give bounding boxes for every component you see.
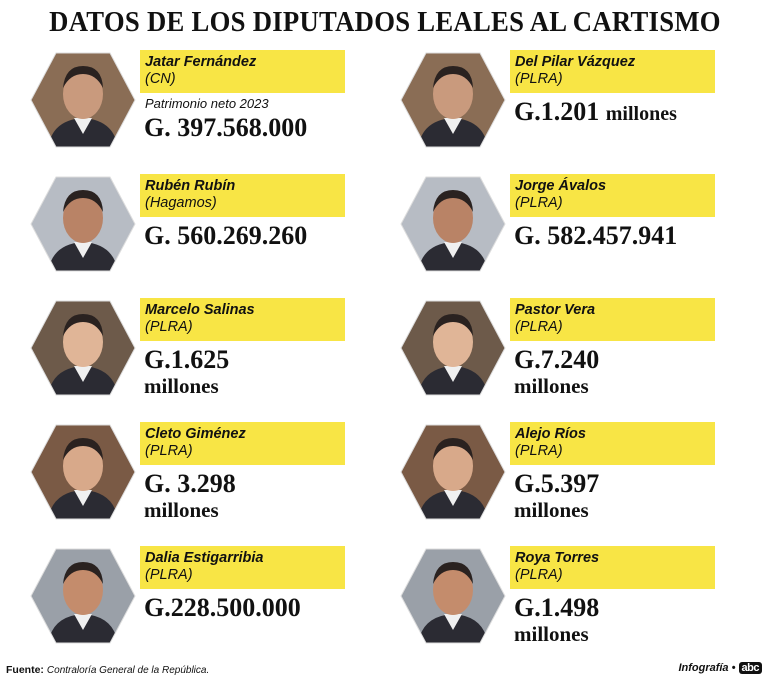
name: Jatar Fernández — [145, 54, 257, 70]
amount: G. 397.568.000 — [144, 114, 307, 141]
photo — [400, 52, 506, 148]
name-tag: Jorge Ávalos (PLRA) — [510, 174, 715, 217]
note: Patrimonio neto 2023 — [145, 96, 269, 111]
credit-text: Infografía • — [678, 662, 736, 674]
party: (PLRA) — [515, 319, 563, 335]
party: (Hagamos) — [145, 195, 217, 211]
photo — [400, 176, 506, 272]
party: (PLRA) — [145, 319, 193, 335]
photo — [400, 424, 506, 520]
amount-unit: millones — [514, 498, 589, 522]
name: Jorge Ávalos — [515, 178, 607, 194]
photo — [30, 424, 136, 520]
amount-value: G.7.240 — [514, 345, 600, 374]
amount: G. 560.269.260 — [144, 222, 307, 249]
deputy: Alejo Ríos (PLRA) G.5.397 millones — [400, 422, 760, 542]
name: Marcelo Salinas — [145, 302, 255, 318]
amount-unit: millones — [605, 103, 677, 125]
source: Fuente: Contraloría General de la Repúbli… — [6, 664, 209, 676]
amount: G. 582.457.941 — [514, 222, 677, 249]
amount-value: G.5.397 — [514, 469, 600, 498]
amount-unit: millones — [514, 374, 589, 398]
name-tag: Pastor Vera (PLRA) — [510, 298, 715, 341]
amount-unit: millones — [514, 622, 589, 646]
deputy: Dalia Estigarribia (PLRA) G.228.500.000 — [30, 546, 390, 666]
name: Del Pilar Vázquez — [515, 54, 636, 70]
name-tag: Jatar Fernández (CN) — [140, 50, 345, 93]
amount-value: G.1.498 — [514, 593, 600, 622]
photo — [400, 300, 506, 396]
name-tag: Marcelo Salinas (PLRA) — [140, 298, 345, 341]
deputy: Rubén Rubín (Hagamos) G. 560.269.260 — [30, 174, 390, 294]
amount: G. 3.298 millones — [144, 470, 236, 523]
deputy: Marcelo Salinas (PLRA) G.1.625 millones — [30, 298, 390, 418]
photo — [30, 52, 136, 148]
party: (PLRA) — [145, 567, 193, 583]
title: DATOS DE LOS DIPUTADOS LEALES AL CARTISM… — [49, 6, 721, 38]
name: Alejo Ríos — [515, 426, 586, 442]
name-tag: Alejo Ríos (PLRA) — [510, 422, 715, 465]
photo — [30, 548, 136, 644]
photo — [400, 548, 506, 644]
credit: Infografía • abc — [678, 662, 762, 674]
amount-value: G.1.625 — [144, 345, 230, 374]
amount-value: G. 582.457.941 — [514, 221, 678, 250]
photo — [30, 176, 136, 272]
party: (CN) — [145, 71, 176, 87]
name-tag: Rubén Rubín (Hagamos) — [140, 174, 345, 217]
photo — [30, 300, 136, 396]
party: (PLRA) — [515, 71, 563, 87]
amount-value: G. 3.298 — [144, 469, 236, 498]
amount: G.5.397 millones — [514, 470, 599, 523]
amount: G.7.240 millones — [514, 346, 599, 399]
deputy: Roya Torres (PLRA) G.1.498 millones — [400, 546, 760, 666]
amount-value: G.1.201 — [514, 97, 600, 126]
source-text: Contraloría General de la República. — [46, 665, 210, 676]
source-label: Fuente: — [6, 664, 44, 676]
name-tag: Del Pilar Vázquez (PLRA) — [510, 50, 715, 93]
deputy: Cleto Giménez (PLRA) G. 3.298 millones — [30, 422, 390, 542]
amount-unit: millones — [144, 498, 219, 522]
deputy: Jorge Ávalos (PLRA) G. 582.457.941 — [400, 174, 760, 294]
party: (PLRA) — [515, 443, 563, 459]
amount-value: G.228.500.000 — [144, 593, 301, 622]
amount: G.1.498 millones — [514, 594, 599, 647]
deputy: Del Pilar Vázquez (PLRA) G.1.201 millones — [400, 50, 760, 170]
name-tag: Roya Torres (PLRA) — [510, 546, 715, 589]
name-tag: Cleto Giménez (PLRA) — [140, 422, 345, 465]
name-tag: Dalia Estigarribia (PLRA) — [140, 546, 345, 589]
amount-value: G. 560.269.260 — [144, 221, 308, 250]
name: Rubén Rubín — [145, 178, 236, 194]
party: (PLRA) — [145, 443, 193, 459]
amount: G.1.201 millones — [514, 98, 677, 127]
party: (PLRA) — [515, 567, 563, 583]
name: Pastor Vera — [515, 302, 596, 318]
logo: abc — [738, 662, 762, 674]
party: (PLRA) — [515, 195, 563, 211]
deputy: Jatar Fernández (CN) Patrimonio neto 2023 G… — [30, 50, 390, 170]
amount-value: G. 397.568.000 — [144, 113, 308, 142]
amount: G.1.625 millones — [144, 346, 229, 399]
name: Dalia Estigarribia — [145, 550, 264, 566]
name: Roya Torres — [515, 550, 600, 566]
amount: G.228.500.000 — [144, 594, 301, 621]
name: Cleto Giménez — [145, 426, 246, 442]
deputy: Pastor Vera (PLRA) G.7.240 millones — [400, 298, 760, 418]
amount-unit: millones — [144, 374, 219, 398]
